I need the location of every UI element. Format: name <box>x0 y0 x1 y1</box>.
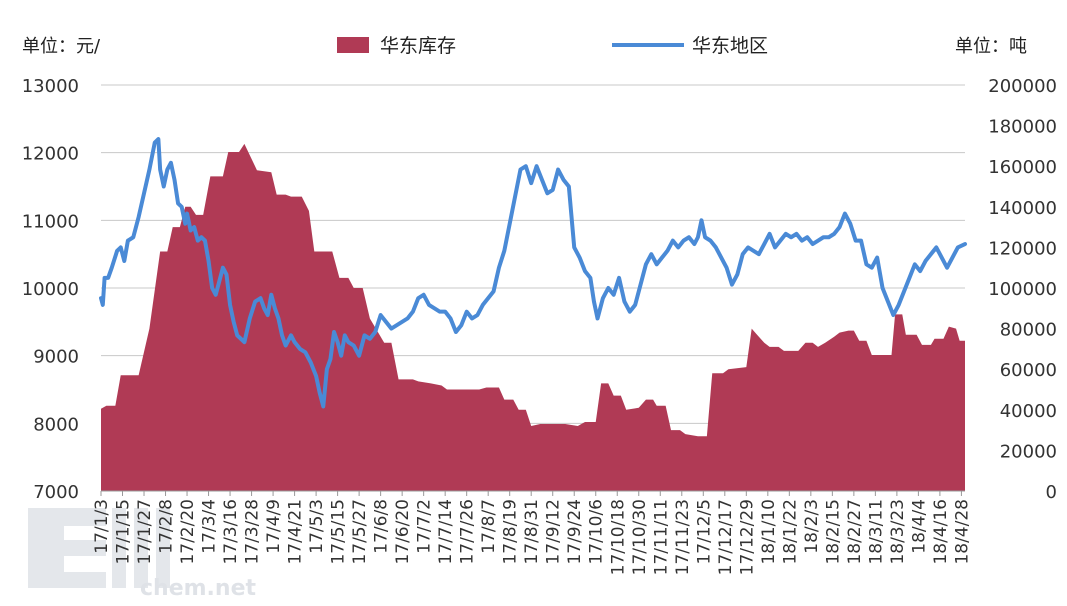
x-tick-label: 17/4/21 <box>286 499 306 565</box>
right-tick-label: 120000 <box>988 238 1057 259</box>
x-tick-label: 17/11/11 <box>651 499 671 575</box>
right-tick-label: 0 <box>1046 482 1057 503</box>
legend-label-price: 华东地区 <box>692 35 768 57</box>
x-tick-label: 17/5/3 <box>307 499 327 554</box>
x-tick-label: 17/2/8 <box>157 499 177 554</box>
left-tick-label: 8000 <box>33 414 79 435</box>
x-tick-label: 17/3/16 <box>221 499 241 565</box>
inventory-area-layer <box>101 143 965 491</box>
x-tick-label: 18/3/11 <box>866 499 886 565</box>
left-axis-tick-labels: 7000 8000 9000 10000 11000 12000 13000 <box>22 76 79 503</box>
right-tick-label: 100000 <box>988 279 1057 300</box>
watermark-logo: chem.net <box>28 508 256 601</box>
x-tick-label: 17/3/28 <box>243 499 263 565</box>
x-tick-label: 18/4/16 <box>931 499 951 565</box>
legend-swatch-inventory <box>337 37 369 53</box>
left-tick-label: 7000 <box>33 482 79 503</box>
x-tick-label: 17/12/5 <box>694 499 714 565</box>
x-tick-label: 17/7/2 <box>415 499 435 554</box>
x-tick-label: 17/1/3 <box>92 499 112 554</box>
x-tick-label: 18/2/27 <box>845 499 865 565</box>
left-axis-unit: 单位：元/ <box>22 36 101 57</box>
watermark-url: chem.net <box>140 576 256 601</box>
x-tick-label: 18/4/28 <box>952 499 972 565</box>
right-axis-unit: 单位：吨 <box>955 36 1027 57</box>
x-tick-label: 18/3/23 <box>888 499 908 565</box>
right-tick-label: 20000 <box>1000 441 1057 462</box>
inventory-area-series <box>101 143 965 491</box>
x-tick-label: 17/5/15 <box>329 499 349 565</box>
right-tick-label: 60000 <box>1000 360 1057 381</box>
x-tick-label: 18/1/10 <box>759 499 779 565</box>
left-tick-label: 10000 <box>22 279 79 300</box>
x-tick-label: 18/2/3 <box>802 499 822 554</box>
x-tick-label: 17/11/23 <box>673 499 693 575</box>
right-axis-tick-labels: 0 20000 40000 60000 80000 100000 120000 140000 1… <box>988 76 1057 503</box>
x-tick-label: 17/12/29 <box>737 499 757 575</box>
x-tick-label: 17/10/30 <box>630 499 650 575</box>
left-tick-label: 12000 <box>22 144 79 165</box>
right-tick-label: 80000 <box>1000 320 1057 341</box>
x-tick-label: 17/4/9 <box>264 499 284 554</box>
axes <box>100 490 965 496</box>
x-tick-label: 17/9/24 <box>565 499 585 565</box>
x-tick-label: 17/8/7 <box>479 499 499 554</box>
left-tick-label: 11000 <box>22 211 79 232</box>
chart-legend: 华东库存 华东地区 <box>337 35 768 57</box>
x-axis-tick-labels: 17/1/3 17/1/15 17/1/27 17/2/8 17/2/20 17/3/4 1… <box>92 499 972 575</box>
x-tick-label: 18/2/15 <box>823 499 843 565</box>
x-tick-label: 17/5/27 <box>350 499 370 565</box>
left-tick-label: 9000 <box>33 347 79 368</box>
right-tick-label: 180000 <box>988 117 1057 138</box>
x-tick-label: 17/6/20 <box>393 499 413 565</box>
x-tick-label: 17/8/31 <box>522 499 542 565</box>
x-tick-label: 17/3/4 <box>200 499 220 554</box>
x-tick-label: 17/1/15 <box>114 499 134 565</box>
x-tick-label: 18/4/4 <box>909 499 929 554</box>
right-tick-label: 200000 <box>988 76 1057 97</box>
price-line-layer <box>99 137 967 409</box>
price-line-series <box>99 137 967 409</box>
x-tick-label: 17/1/27 <box>135 499 155 565</box>
x-tick-label: 18/1/22 <box>780 499 800 565</box>
x-tick-label: 17/10/6 <box>587 499 607 565</box>
x-tick-label: 17/12/17 <box>716 499 736 575</box>
x-tick-label: 17/10/18 <box>608 499 628 575</box>
x-tick-label: 17/7/14 <box>436 499 456 565</box>
right-tick-label: 40000 <box>1000 401 1057 422</box>
x-tick-label: 17/7/26 <box>458 499 478 565</box>
right-tick-label: 160000 <box>988 157 1057 178</box>
x-tick-label: 17/9/12 <box>544 499 564 565</box>
x-tick-label: 17/6/8 <box>372 499 392 554</box>
left-tick-label: 13000 <box>22 76 79 97</box>
x-tick-label: 17/8/19 <box>501 499 521 565</box>
right-tick-label: 140000 <box>988 198 1057 219</box>
x-tick-label: 17/2/20 <box>178 499 198 565</box>
legend-label-inventory: 华东库存 <box>380 35 456 57</box>
